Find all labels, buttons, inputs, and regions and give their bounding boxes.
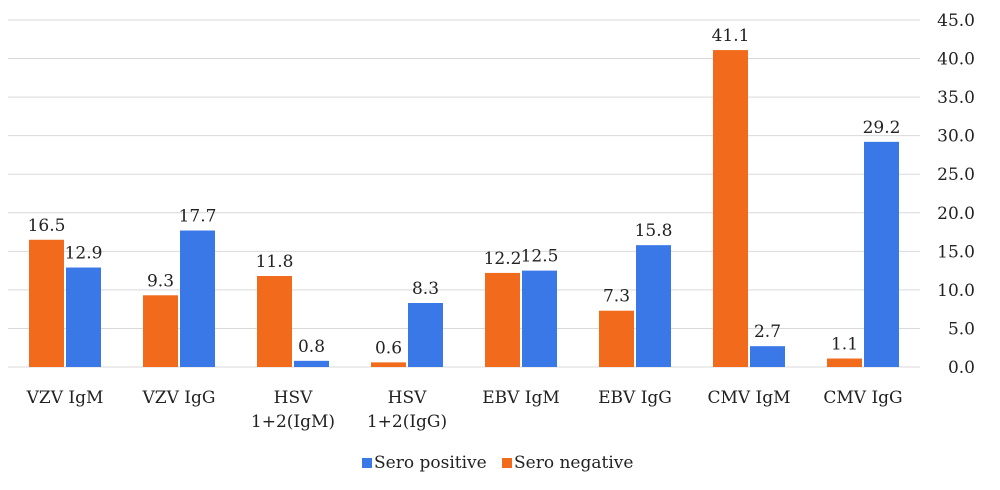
bar: [522, 270, 557, 367]
data-label: 1.1: [831, 335, 858, 355]
legend: Sero positive Sero negative: [362, 453, 633, 473]
y-tick-label: 15.0: [937, 242, 975, 262]
data-label: 0.6: [375, 338, 402, 358]
y-tick-label: 45.0: [937, 11, 975, 31]
bars: [29, 50, 899, 367]
y-tick-label: 20.0: [937, 204, 975, 224]
bar: [636, 245, 671, 367]
bar: [257, 276, 292, 367]
x-category-label: VZV IgG: [142, 388, 216, 408]
data-labels: 16.5 12.9 9.3 17.7 11.8 0.8 0.6 8.3 12.2 12.5 7.3 1…: [28, 26, 901, 358]
data-label: 12.5: [521, 247, 559, 267]
bar: [485, 272, 520, 367]
bar: [750, 346, 785, 367]
bar: [599, 310, 634, 367]
legend-label: Sero negative: [514, 453, 633, 473]
y-tick-label: 5.0: [948, 319, 975, 339]
bar: [294, 360, 329, 367]
data-label: 2.7: [754, 322, 781, 342]
data-label: 16.5: [28, 216, 66, 236]
x-axis-category-labels: VZV IgM VZV IgG HSV 1+2(IgM) HSV 1+2(IgG) EBV …: [26, 388, 903, 432]
y-tick-label: 35.0: [937, 88, 975, 108]
data-label: 11.8: [256, 252, 294, 272]
x-category-label: HSV 1+2(IgM): [251, 388, 335, 432]
y-tick-label: 10.0: [937, 281, 975, 301]
x-category-label: VZV IgM: [26, 388, 104, 408]
data-label: 8.3: [412, 279, 439, 299]
data-label: 0.8: [298, 337, 325, 357]
data-label: 29.2: [863, 118, 901, 138]
data-label: 12.9: [65, 244, 103, 264]
bar: [827, 358, 862, 367]
bar: [371, 362, 406, 367]
x-category-label: CMV IgM: [707, 388, 790, 408]
y-tick-label: 0.0: [948, 358, 975, 378]
bar: [864, 141, 899, 367]
data-label: 9.3: [147, 271, 174, 291]
y-axis-tick-labels: 0.0 5.0 10.0 15.0 20.0 25.0 30.0 35.0 40.0 45.0: [937, 11, 975, 378]
data-label: 17.7: [179, 207, 217, 227]
y-tick-label: 25.0: [937, 165, 975, 185]
bar: [143, 295, 178, 367]
bar: [713, 50, 748, 367]
x-category-label: EBV IgM: [482, 388, 560, 408]
bar: [66, 267, 101, 367]
legend-swatch: [502, 458, 512, 468]
data-label: 12.2: [484, 249, 522, 269]
y-tick-label: 40.0: [937, 50, 975, 70]
legend-swatch: [362, 458, 372, 468]
bar: [29, 239, 64, 367]
x-category-label: HSV 1+2(IgG): [367, 388, 447, 432]
data-label: 7.3: [603, 287, 630, 307]
data-label: 15.8: [635, 221, 673, 241]
bar: [408, 302, 443, 367]
x-category-label: EBV IgG: [598, 388, 672, 408]
bar: [180, 230, 215, 367]
y-tick-label: 30.0: [937, 127, 975, 147]
x-category-label: CMV IgG: [823, 388, 902, 408]
data-label: 41.1: [712, 26, 750, 46]
legend-label: Sero positive: [374, 453, 487, 473]
